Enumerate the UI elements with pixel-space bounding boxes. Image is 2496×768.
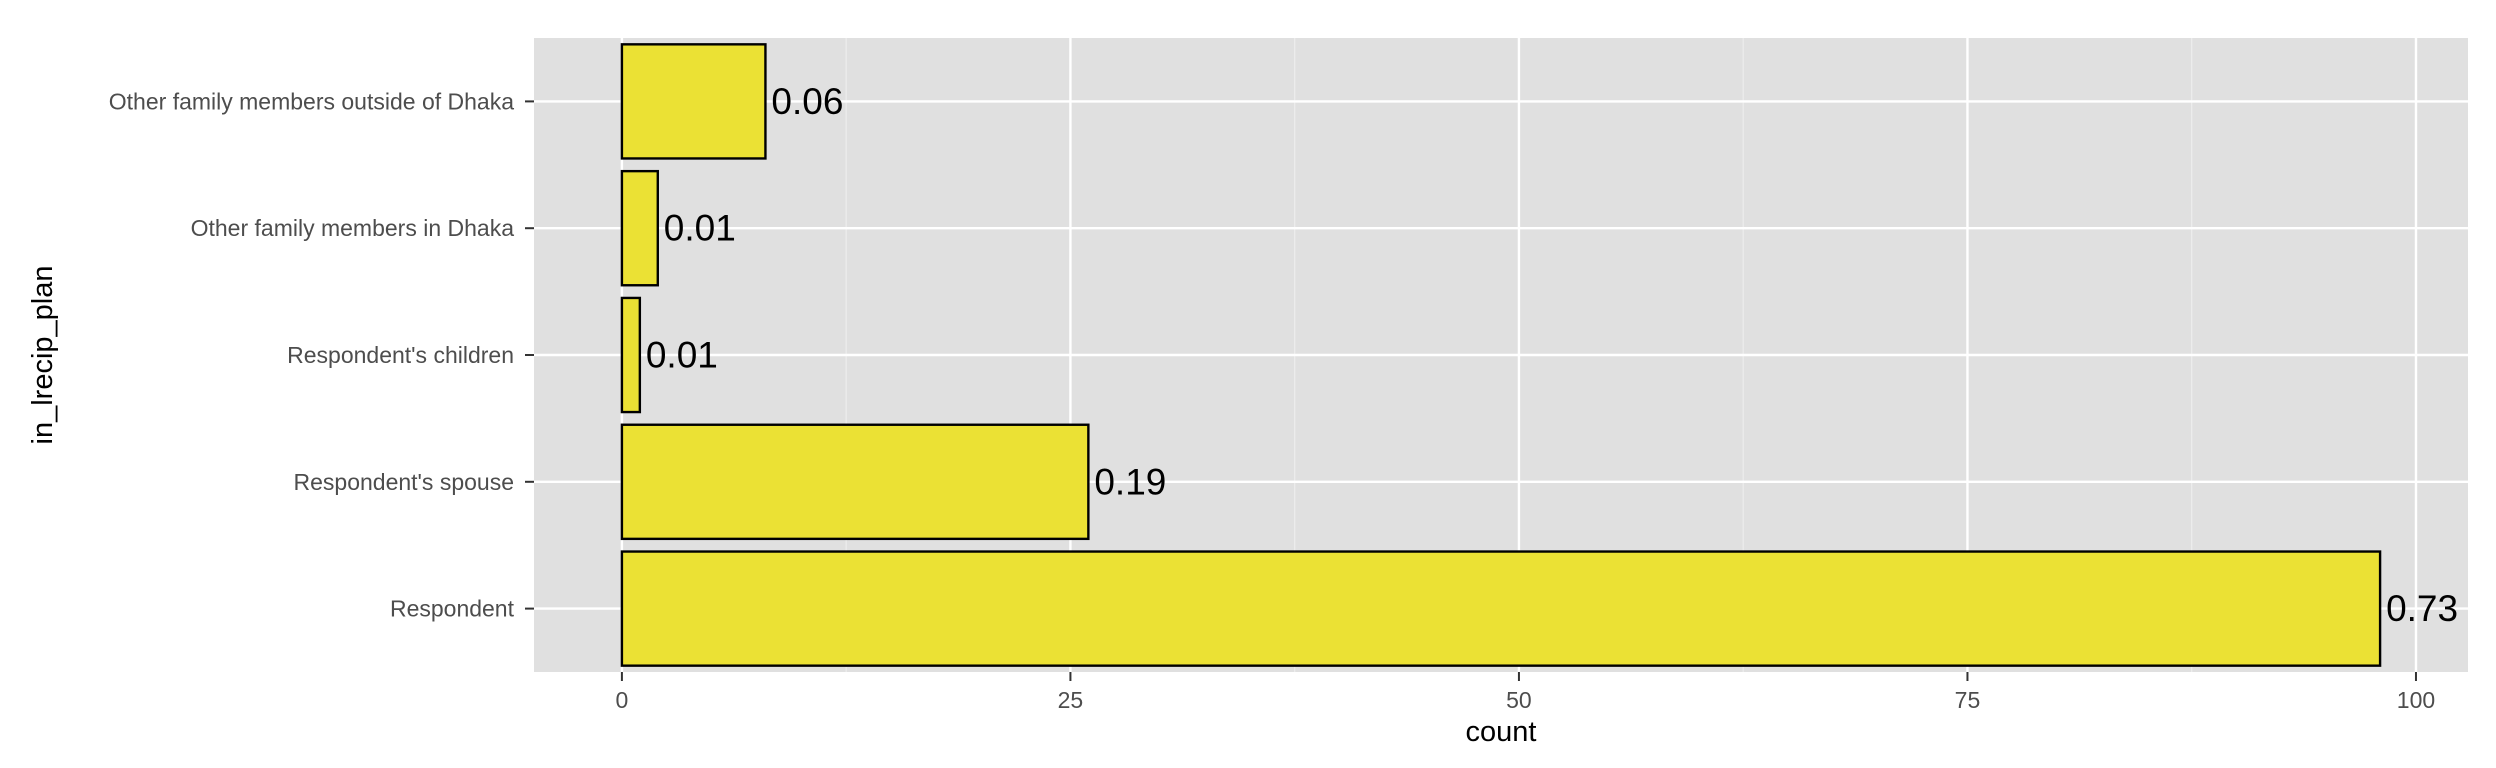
x-tick-label: 0: [616, 687, 629, 713]
bar: [620, 550, 2382, 667]
y-axis: Respondent Respondent's spouse Respondent'…: [109, 88, 534, 622]
y-tick-label: Respondent's spouse: [294, 469, 515, 495]
x-tick-label: 25: [1058, 687, 1084, 713]
x-axis: 0 25 50 75 100: [616, 672, 2435, 713]
y-tick-label: Other family members outside of Dhaka: [109, 88, 514, 114]
y-tick-label: Respondent: [390, 596, 515, 622]
bar-value-label: 0.73: [2386, 588, 2458, 629]
bar-value-label: 0.01: [646, 335, 718, 376]
bar: [620, 423, 1090, 541]
bar: [620, 296, 642, 414]
bar-value-label: 0.06: [771, 81, 843, 122]
x-tick-label: 100: [2397, 687, 2435, 713]
x-axis-title: count: [1466, 716, 1537, 748]
y-axis-title: in_lrecip_plan: [27, 266, 59, 445]
bar-value-label: 0.19: [1094, 461, 1166, 502]
y-tick-label: Respondent's children: [287, 342, 514, 368]
x-tick-label: 75: [1955, 687, 1981, 713]
x-tick-label: 50: [1506, 687, 1532, 713]
bars-group: [620, 43, 2382, 667]
bar: [620, 43, 767, 160]
bar-value-label: 0.01: [664, 208, 736, 249]
y-tick-label: Other family members in Dhaka: [191, 215, 515, 241]
bar: [620, 169, 659, 287]
data-labels-group: 0.73 0.19 0.01 0.01 0.06: [646, 81, 2458, 629]
